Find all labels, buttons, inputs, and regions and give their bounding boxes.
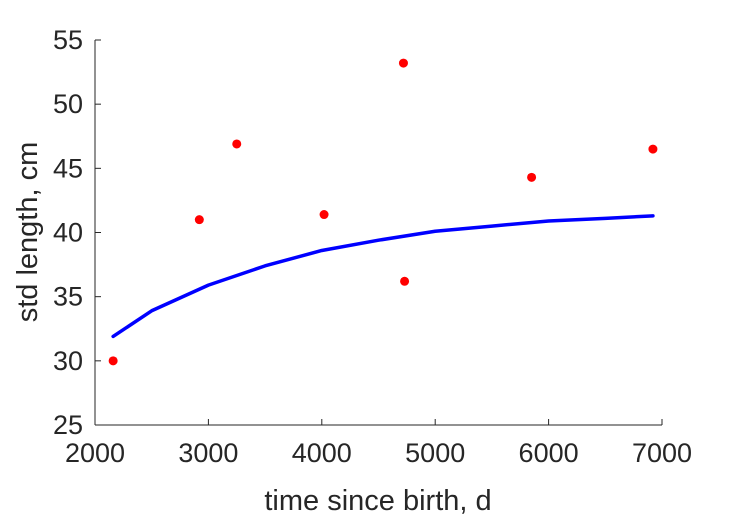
x-tick-label: 2000 bbox=[65, 438, 125, 468]
y-tick-label: 30 bbox=[53, 346, 83, 376]
data-point bbox=[648, 144, 658, 154]
y-tick-label: 50 bbox=[53, 89, 83, 119]
data-point bbox=[108, 356, 118, 366]
x-tick-label: 5000 bbox=[405, 438, 465, 468]
data-layer bbox=[108, 58, 658, 366]
data-point bbox=[400, 276, 410, 286]
y-tick-label: 25 bbox=[53, 410, 83, 440]
x-tick-label: 7000 bbox=[632, 438, 692, 468]
data-point bbox=[398, 58, 408, 68]
ticks-layer: 2000 3000 4000 5000 6000 7000 25 30 35 40 45 50 55 bbox=[53, 25, 692, 468]
y-tick-label: 40 bbox=[53, 218, 83, 248]
data-point bbox=[194, 215, 204, 225]
axes bbox=[94, 40, 662, 426]
x-tick-label: 3000 bbox=[178, 438, 238, 468]
y-axis-label: std length, cm bbox=[12, 142, 44, 323]
x-axis-label: time since birth, d bbox=[264, 485, 491, 517]
x-tick-label: 4000 bbox=[292, 438, 352, 468]
y-tick-label: 45 bbox=[53, 153, 83, 183]
data-point bbox=[232, 139, 242, 149]
y-tick-label: 35 bbox=[53, 282, 83, 312]
fit-curve bbox=[111, 214, 655, 339]
y-tick-label: 55 bbox=[53, 25, 83, 55]
x-tick-label: 6000 bbox=[519, 438, 579, 468]
data-point bbox=[527, 172, 537, 182]
data-point bbox=[319, 210, 329, 220]
